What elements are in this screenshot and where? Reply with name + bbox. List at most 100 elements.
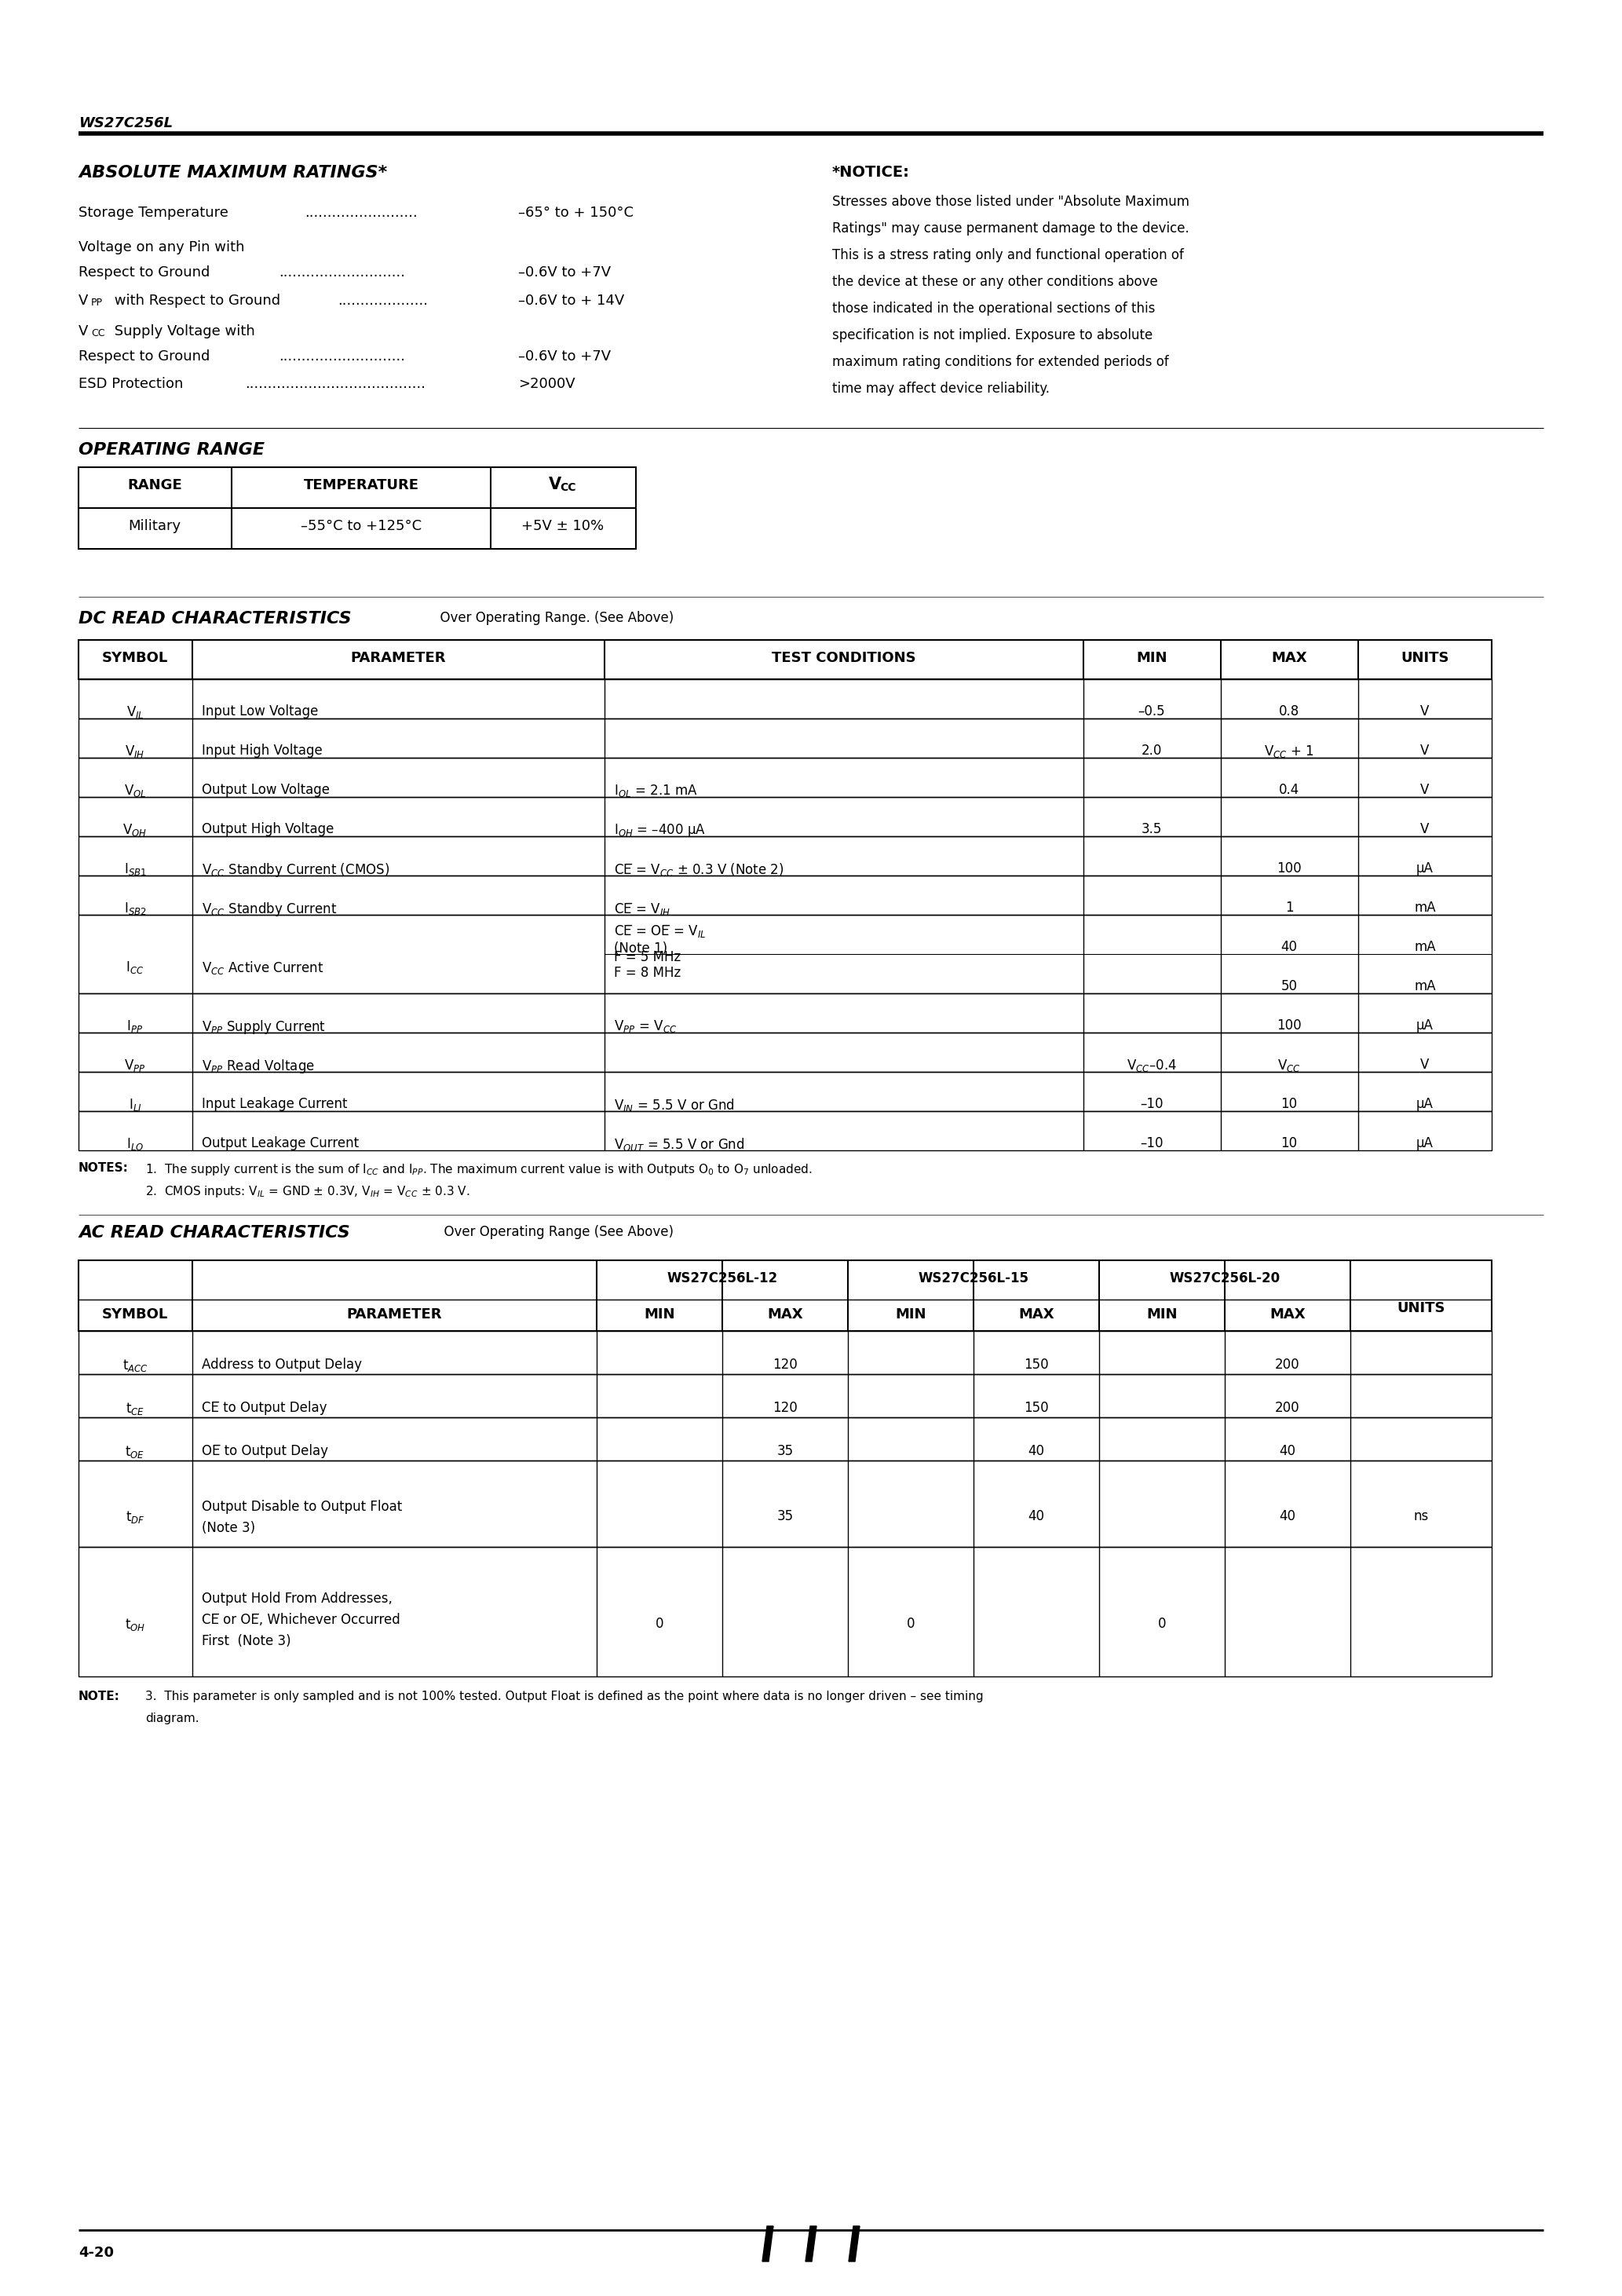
Text: (Note 1): (Note 1) xyxy=(615,941,667,955)
Text: mA: mA xyxy=(1414,978,1435,994)
Text: diagram.: diagram. xyxy=(146,1713,200,1724)
Text: V$_{CC}$ Standby Current: V$_{CC}$ Standby Current xyxy=(201,900,337,918)
Text: 0.4: 0.4 xyxy=(1278,783,1299,797)
Bar xyxy=(78,1111,1492,1150)
Bar xyxy=(78,1332,1492,1373)
Text: SYMBOL: SYMBOL xyxy=(102,652,169,666)
Text: Ratings" may cause permanent damage to the device.: Ratings" may cause permanent damage to t… xyxy=(832,220,1189,236)
Text: t$_{DF}$: t$_{DF}$ xyxy=(125,1508,144,1525)
Text: 10: 10 xyxy=(1281,1097,1298,1111)
Bar xyxy=(78,1033,1492,1072)
Text: –0.6V to +7V: –0.6V to +7V xyxy=(517,266,611,280)
Text: >2000V: >2000V xyxy=(517,377,576,390)
Text: V: V xyxy=(1421,822,1429,836)
Text: NOTE:: NOTE: xyxy=(78,1690,120,1701)
Text: CC: CC xyxy=(91,328,105,338)
Text: 35: 35 xyxy=(777,1508,793,1522)
Text: I$_{PP}$: I$_{PP}$ xyxy=(127,1019,143,1033)
Text: I$_{CC}$: I$_{CC}$ xyxy=(127,960,144,976)
Text: 40: 40 xyxy=(1028,1508,1045,1522)
Text: I$_{LI}$: I$_{LI}$ xyxy=(128,1097,141,1114)
Bar xyxy=(78,1548,1492,1676)
Text: Stresses above those listed under "Absolute Maximum: Stresses above those listed under "Absol… xyxy=(832,195,1189,209)
Text: t$_{OE}$: t$_{OE}$ xyxy=(125,1444,144,1460)
Text: .........................: ......................... xyxy=(305,207,417,220)
Text: 120: 120 xyxy=(772,1357,798,1371)
Text: 1.  The supply current is the sum of I$_{CC}$ and I$_{PP}$. The maximum current : 1. The supply current is the sum of I$_{… xyxy=(146,1162,813,1178)
Text: V: V xyxy=(1421,783,1429,797)
Text: Storage Temperature: Storage Temperature xyxy=(78,207,229,220)
Text: V$_{IL}$: V$_{IL}$ xyxy=(127,705,144,721)
Text: DC READ CHARACTERISTICS: DC READ CHARACTERISTICS xyxy=(78,611,352,627)
Text: 200: 200 xyxy=(1275,1357,1299,1371)
Text: OE̅ to Output Delay: OE̅ to Output Delay xyxy=(201,1444,328,1458)
Bar xyxy=(78,1072,1492,1111)
Text: I$_{SB2}$: I$_{SB2}$ xyxy=(123,900,146,916)
Polygon shape xyxy=(848,2227,860,2262)
Text: F = 8 MHz: F = 8 MHz xyxy=(615,967,681,980)
Text: V$_{CC}$ Active Current: V$_{CC}$ Active Current xyxy=(201,960,324,976)
Text: I$_{OL}$ = 2.1 mA: I$_{OL}$ = 2.1 mA xyxy=(615,783,697,799)
Text: 0: 0 xyxy=(655,1616,663,1630)
Bar xyxy=(78,466,636,549)
Bar xyxy=(78,797,1492,836)
Bar xyxy=(78,994,1492,1033)
Text: V: V xyxy=(78,324,88,338)
Text: specification is not implied. Exposure to absolute: specification is not implied. Exposure t… xyxy=(832,328,1153,342)
Text: MIN: MIN xyxy=(1137,652,1168,666)
Text: V: V xyxy=(78,294,88,308)
Text: 35: 35 xyxy=(777,1444,793,1458)
Text: Output Disable to Output Float: Output Disable to Output Float xyxy=(201,1499,402,1513)
Text: CC: CC xyxy=(560,482,576,494)
Text: MAX: MAX xyxy=(1272,652,1307,666)
Text: CE̅ = V$_{CC}$ ± 0.3 V (Note 2): CE̅ = V$_{CC}$ ± 0.3 V (Note 2) xyxy=(615,861,783,877)
Text: 3.  This parameter is only sampled and is not 100% tested. Output Float is defin: 3. This parameter is only sampled and is… xyxy=(146,1690,983,1701)
Text: V$_{OH}$: V$_{OH}$ xyxy=(123,822,148,838)
Text: 40: 40 xyxy=(1281,939,1298,955)
Text: V$_{PP}$ = V$_{CC}$: V$_{PP}$ = V$_{CC}$ xyxy=(615,1019,676,1033)
Text: 0.8: 0.8 xyxy=(1278,705,1299,719)
Text: t$_{ACC}$: t$_{ACC}$ xyxy=(122,1357,148,1373)
Text: WS27C256L: WS27C256L xyxy=(78,117,174,131)
Text: F = 5 MHz: F = 5 MHz xyxy=(615,951,681,964)
Text: CE̅ = OE̅ = V$_{IL}$: CE̅ = OE̅ = V$_{IL}$ xyxy=(615,923,706,939)
Text: μA: μA xyxy=(1416,1019,1434,1033)
Text: SYMBOL: SYMBOL xyxy=(102,1306,169,1322)
Text: V$_{CC}$ Standby Current (CMOS): V$_{CC}$ Standby Current (CMOS) xyxy=(201,861,389,879)
Bar xyxy=(78,1261,1492,1332)
Text: CE̅ or OE̅, Whichever Occurred: CE̅ or OE̅, Whichever Occurred xyxy=(201,1612,401,1628)
Text: V: V xyxy=(1421,1058,1429,1072)
Text: 50: 50 xyxy=(1281,978,1298,994)
Text: ABSOLUTE MAXIMUM RATINGS*: ABSOLUTE MAXIMUM RATINGS* xyxy=(78,165,388,181)
Text: PARAMETER: PARAMETER xyxy=(347,1306,441,1322)
Bar xyxy=(78,758,1492,797)
Text: –65° to + 150°C: –65° to + 150°C xyxy=(517,207,634,220)
Bar xyxy=(78,719,1492,758)
Text: μA: μA xyxy=(1416,861,1434,875)
Bar xyxy=(78,1460,1492,1548)
Text: 40: 40 xyxy=(1280,1508,1296,1522)
Polygon shape xyxy=(762,2227,774,2262)
Bar xyxy=(78,875,1492,914)
Text: ............................: ............................ xyxy=(279,349,406,363)
Text: Military: Military xyxy=(128,519,182,533)
Text: 10: 10 xyxy=(1281,1137,1298,1150)
Text: V: V xyxy=(1421,705,1429,719)
Text: –0.6V to + 14V: –0.6V to + 14V xyxy=(517,294,624,308)
Text: 100: 100 xyxy=(1277,1019,1301,1033)
Text: RANGE: RANGE xyxy=(127,478,182,491)
Text: PP: PP xyxy=(91,298,102,308)
Text: MIN: MIN xyxy=(895,1306,926,1322)
Text: –10: –10 xyxy=(1140,1137,1163,1150)
Text: Respect to Ground: Respect to Ground xyxy=(78,266,214,280)
Text: 120: 120 xyxy=(772,1401,798,1414)
Text: OPERATING RANGE: OPERATING RANGE xyxy=(78,443,264,457)
Text: Voltage on any Pin with: Voltage on any Pin with xyxy=(78,241,245,255)
Text: AC READ CHARACTERISTICS: AC READ CHARACTERISTICS xyxy=(78,1226,350,1240)
Text: 0: 0 xyxy=(907,1616,915,1630)
Text: V$_{CC}$: V$_{CC}$ xyxy=(1278,1058,1301,1075)
Text: the device at these or any other conditions above: the device at these or any other conditi… xyxy=(832,276,1158,289)
Text: V$_{OL}$: V$_{OL}$ xyxy=(123,783,146,799)
Text: CE̅ = V$_{IH}$: CE̅ = V$_{IH}$ xyxy=(615,900,670,916)
Text: TEST CONDITIONS: TEST CONDITIONS xyxy=(772,652,916,666)
